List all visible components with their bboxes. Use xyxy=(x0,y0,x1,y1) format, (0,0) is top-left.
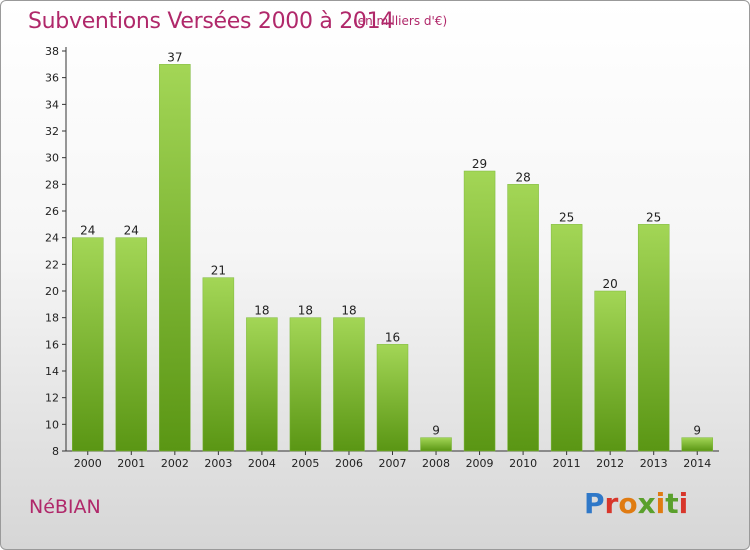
bar-value-label: 21 xyxy=(211,264,226,278)
logo-letter: i xyxy=(678,487,689,520)
bar xyxy=(333,317,365,452)
x-tick-label: 2003 xyxy=(204,457,232,470)
bar-value-label: 25 xyxy=(646,210,661,224)
bar-value-label: 20 xyxy=(603,277,618,291)
x-tick-label: 2011 xyxy=(553,457,581,470)
x-tick-label: 2005 xyxy=(291,457,319,470)
x-tick-label: 2006 xyxy=(335,457,363,470)
bar xyxy=(246,317,278,452)
bar xyxy=(637,224,670,452)
bar xyxy=(159,64,191,452)
bar xyxy=(72,237,104,452)
chart-title: Subventions Versées 2000 à 2014 xyxy=(28,9,395,34)
bar-value-label: 18 xyxy=(298,304,313,318)
x-axis: 2000 2001 2002 2003 2004 2005 2006 2007 2008 2009… xyxy=(66,450,719,470)
bar-value-label: 25 xyxy=(559,210,574,224)
proxiti-logo[interactable]: Proxiti xyxy=(584,487,688,520)
x-tick-label: 2004 xyxy=(248,457,276,470)
y-tick-label: 14 xyxy=(45,365,59,378)
bar-value-label: 37 xyxy=(167,50,182,64)
logo-letter: r xyxy=(604,487,619,520)
bar xyxy=(289,317,322,452)
value-labels: 24 24 37 21 18 18 18 16 9 29 28 25 20 25 9 xyxy=(80,50,701,437)
logo-letter: P xyxy=(584,487,605,520)
bar xyxy=(594,290,626,452)
x-tick-label: 2007 xyxy=(379,457,407,470)
bar-value-label: 24 xyxy=(80,224,95,238)
x-tick-label: 2012 xyxy=(596,457,624,470)
bar xyxy=(420,437,452,452)
bars xyxy=(72,64,713,452)
bar-value-label: 9 xyxy=(693,424,701,438)
bar xyxy=(463,170,496,452)
x-tick-label: 2009 xyxy=(466,457,494,470)
bar xyxy=(115,237,148,452)
commune-name: NéBIAN xyxy=(29,496,101,518)
y-tick-label: 30 xyxy=(45,152,59,165)
y-tick-label: 22 xyxy=(45,258,59,271)
y-tick-label: 26 xyxy=(45,205,59,218)
y-tick-label: 38 xyxy=(45,45,59,58)
y-tick-label: 18 xyxy=(45,312,59,325)
logo-letter: t xyxy=(665,487,679,520)
y-axis: 8 10 12 14 16 18 20 22 24 26 28 30 32 34 36 38 xyxy=(45,45,67,458)
y-tick-label: 24 xyxy=(45,232,59,245)
bar-value-label: 16 xyxy=(385,330,400,344)
y-tick-label: 10 xyxy=(45,418,59,431)
bar-value-label: 29 xyxy=(472,157,487,171)
logo-letter: x xyxy=(637,487,656,520)
y-tick-label: 28 xyxy=(45,178,59,191)
bar-value-label: 24 xyxy=(124,224,139,238)
x-tick-label: 2008 xyxy=(422,457,450,470)
y-tick-label: 34 xyxy=(45,98,59,111)
logo-letter: o xyxy=(618,487,638,520)
bar-value-label: 28 xyxy=(515,170,530,184)
y-tick-label: 8 xyxy=(52,445,59,458)
x-tick-label: 2014 xyxy=(683,457,711,470)
chart-subtitle: (en milliers d'€) xyxy=(353,14,448,28)
x-tick-label: 2000 xyxy=(74,457,102,470)
bar xyxy=(376,344,409,452)
logo-letter: i xyxy=(655,487,666,520)
bar xyxy=(550,224,583,452)
y-tick-label: 20 xyxy=(45,285,59,298)
y-tick-label: 32 xyxy=(45,125,59,138)
y-tick-label: 12 xyxy=(45,392,59,405)
bar xyxy=(202,277,235,452)
bar xyxy=(507,184,539,452)
y-tick-label: 36 xyxy=(45,72,59,85)
y-tick-label: 16 xyxy=(45,338,59,351)
bar xyxy=(681,437,713,452)
bar-value-label: 9 xyxy=(432,424,440,438)
x-tick-label: 2001 xyxy=(117,457,145,470)
bar-value-label: 18 xyxy=(341,304,356,318)
x-tick-label: 2013 xyxy=(640,457,668,470)
x-tick-label: 2002 xyxy=(161,457,189,470)
x-tick-label: 2010 xyxy=(509,457,537,470)
bar-value-label: 18 xyxy=(254,304,269,318)
